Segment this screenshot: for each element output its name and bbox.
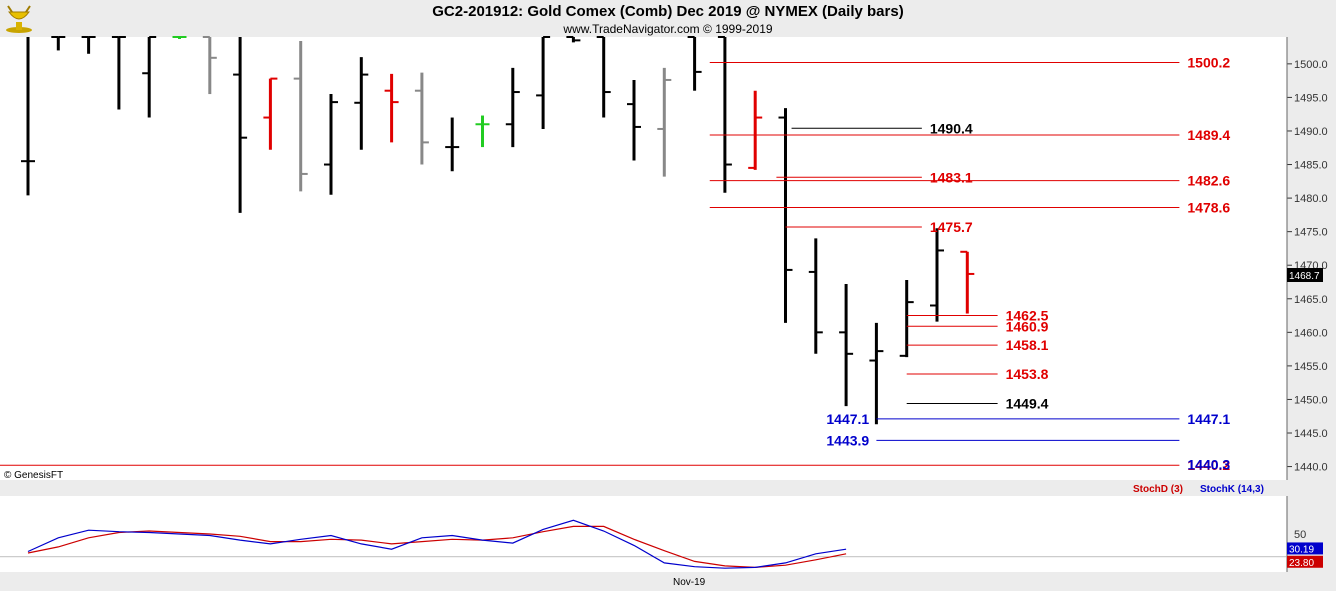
stoch-tick-label: 50 <box>1294 529 1306 541</box>
copyright-label: © GenesisFT <box>4 470 63 481</box>
level-label: 1482.6 <box>1187 173 1230 189</box>
ohlc-bar <box>748 90 763 170</box>
level-label: 1500.2 <box>1187 55 1230 71</box>
ohlc-bar <box>505 67 520 148</box>
level-label: 1440.3 <box>1187 457 1230 473</box>
level-label: 1460.9 <box>1006 318 1049 334</box>
stochk-line <box>27 519 847 569</box>
y-tick-label: 1475.0 <box>1294 227 1328 239</box>
ohlc-bar <box>899 279 914 358</box>
last-price-tag-box <box>1287 268 1323 282</box>
y-tick-label: 1440.0 <box>1294 462 1328 474</box>
y-tick-label: 1490.0 <box>1294 126 1328 138</box>
ohlc-bar <box>869 322 884 425</box>
ohlc-bar <box>354 57 369 150</box>
ohlc-bar <box>930 228 944 322</box>
y-tick-label: 1480.0 <box>1294 193 1328 205</box>
price-level: 1453.8 <box>906 366 1049 382</box>
price-level: 1500.2 <box>709 55 1230 71</box>
stochastic-panel: 50 30.19 23.80 <box>0 496 1323 572</box>
ohlc-bar <box>172 36 187 40</box>
stochd-label: StochD (3) <box>1133 484 1183 495</box>
level-label: 1440.2 <box>1187 457 1230 473</box>
chart-title: GC2-201912: Gold Comex (Comb) Dec 2019 @… <box>432 3 904 20</box>
level-label: 1489.4 <box>1187 127 1230 143</box>
price-level: 1449.4 <box>906 395 1049 411</box>
stochd-value: 23.80 <box>1289 558 1314 569</box>
chart-subtitle: www.TradeNavigator.com © 1999-2019 <box>563 22 773 36</box>
stochk-value: 30.19 <box>1289 544 1314 555</box>
gold-bull-trophy-icon <box>4 4 34 39</box>
ohlc-bar <box>475 115 490 148</box>
ohlc-bar <box>445 117 460 172</box>
stochk-label: StochK (14,3) <box>1200 484 1264 495</box>
ohlc-bar <box>81 36 96 54</box>
x-axis-label: Nov-19 <box>673 577 706 588</box>
ohlc-bar <box>51 36 66 51</box>
price-level: 1490.4 <box>791 120 973 136</box>
price-level: 1443.9 <box>826 432 1180 448</box>
ohlc-bar <box>808 238 823 354</box>
stochd-line <box>27 525 847 569</box>
y-tick-label: 1465.0 <box>1294 294 1328 306</box>
stochd-value-box <box>1287 555 1323 568</box>
ohlc-bar <box>566 36 581 43</box>
price-level: 1478.6 <box>709 199 1230 215</box>
level-label-left: 1443.9 <box>826 432 869 448</box>
ohlc-bar <box>21 37 35 196</box>
y-tick-label: 1445.0 <box>1294 428 1328 440</box>
ohlc-bar <box>142 36 157 118</box>
level-label: 1449.4 <box>1006 395 1049 411</box>
ohlc-bar <box>778 108 793 323</box>
ohlc-bar <box>687 36 702 91</box>
level-label: 1447.1 <box>1187 411 1230 427</box>
ohlc-bar <box>414 72 429 165</box>
ohlc-bar <box>960 250 975 314</box>
ohlc-bar <box>324 94 338 195</box>
ohlc-bar <box>627 79 641 161</box>
ohlc-bar <box>536 36 551 129</box>
price-level: 1440.3 <box>1187 457 1230 473</box>
price-level: 1475.7 <box>785 219 973 235</box>
y-tick-label: 1450.0 <box>1294 394 1328 406</box>
level-label: 1490.4 <box>930 120 973 136</box>
price-level: 1458.1 <box>906 337 1049 353</box>
price-level: 1489.4 <box>709 127 1230 143</box>
level-label: 1458.1 <box>1006 337 1049 353</box>
price-panel <box>0 37 1287 480</box>
level-label: 1453.8 <box>1006 366 1049 382</box>
y-tick-label: 1495.0 <box>1294 92 1328 104</box>
price-level: 1482.6 <box>709 173 1230 189</box>
ohlc-bar <box>384 73 399 143</box>
ohlc-bar <box>263 77 278 150</box>
stoch-panel <box>0 496 1287 572</box>
price-level: 1483.1 <box>776 169 973 185</box>
ohlc-bar <box>839 284 854 407</box>
ohlc-bar <box>233 37 248 213</box>
price-level: 1460.9 <box>906 318 1049 334</box>
y-tick-label: 1485.0 <box>1294 160 1328 172</box>
level-label: 1478.6 <box>1187 199 1230 215</box>
y-tick-label: 1460.0 <box>1294 327 1328 339</box>
level-label: 1483.1 <box>930 169 973 185</box>
price-level: 1447.1 1447.1 <box>826 411 1230 427</box>
ohlc-bar <box>596 36 611 118</box>
price-level: 1440.2 <box>0 457 1230 473</box>
ohlc-bar <box>657 67 672 177</box>
y-tick-label: 1455.0 <box>1294 361 1328 373</box>
last-price-tag: 1468.7 <box>1289 271 1320 282</box>
y-tick-label: 1500.0 <box>1294 59 1328 71</box>
price-level: 1462.5 <box>906 308 1049 324</box>
ohlc-bar <box>111 36 126 110</box>
level-label-left: 1447.1 <box>826 411 869 427</box>
level-lines: 1500.2 1490.4 1489.4 1483.1 1482.6 1478.6 1475… <box>0 55 1230 473</box>
level-label: 1475.7 <box>930 219 973 235</box>
level-label: 1462.5 <box>1006 308 1049 324</box>
ohlc-bar <box>202 36 217 95</box>
ohlc-bar <box>293 41 308 192</box>
price-axis: 1500.01495.01490.01485.01480.01475.01470… <box>1286 37 1328 480</box>
stochk-value-box <box>1287 542 1323 555</box>
